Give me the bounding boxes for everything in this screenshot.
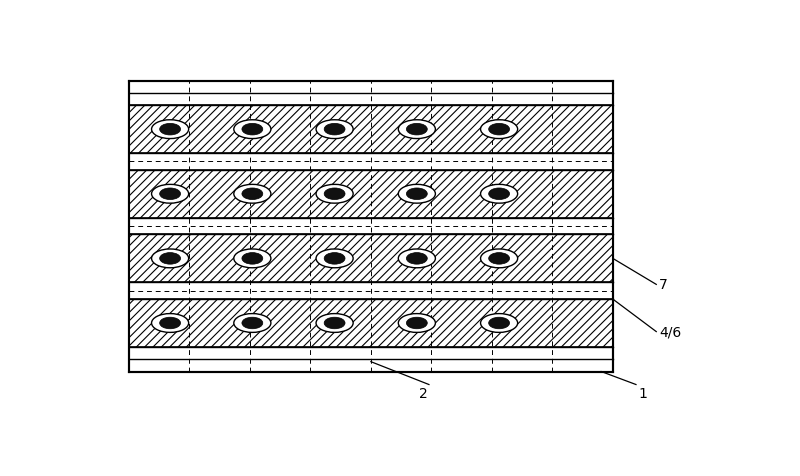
Ellipse shape	[481, 314, 518, 333]
Ellipse shape	[151, 185, 189, 204]
Bar	[129, 106, 613, 154]
Ellipse shape	[242, 188, 262, 200]
Ellipse shape	[481, 185, 518, 204]
Ellipse shape	[406, 253, 427, 265]
Ellipse shape	[481, 249, 518, 268]
Bar	[129, 235, 613, 283]
Text: 7: 7	[659, 278, 668, 292]
Ellipse shape	[398, 249, 435, 268]
Ellipse shape	[324, 317, 345, 329]
Ellipse shape	[242, 317, 262, 329]
Ellipse shape	[489, 253, 510, 265]
Ellipse shape	[151, 314, 189, 333]
Ellipse shape	[489, 188, 510, 200]
Ellipse shape	[151, 120, 189, 139]
Ellipse shape	[489, 317, 510, 329]
Ellipse shape	[481, 120, 518, 139]
Ellipse shape	[398, 185, 435, 204]
Ellipse shape	[324, 188, 345, 200]
Ellipse shape	[316, 249, 353, 268]
Ellipse shape	[324, 253, 345, 265]
Ellipse shape	[242, 253, 262, 265]
Text: 2: 2	[418, 387, 427, 400]
Ellipse shape	[316, 120, 353, 139]
Ellipse shape	[160, 188, 181, 200]
Ellipse shape	[242, 124, 262, 136]
Text: 1: 1	[639, 387, 648, 400]
Bar	[129, 170, 613, 218]
Ellipse shape	[160, 253, 181, 265]
Ellipse shape	[160, 124, 181, 136]
Ellipse shape	[160, 317, 181, 329]
Ellipse shape	[398, 120, 435, 139]
Ellipse shape	[316, 314, 353, 333]
Ellipse shape	[406, 317, 427, 329]
Ellipse shape	[316, 185, 353, 204]
Ellipse shape	[489, 124, 510, 136]
Ellipse shape	[151, 249, 189, 268]
Ellipse shape	[234, 314, 271, 333]
Ellipse shape	[406, 124, 427, 136]
Ellipse shape	[234, 185, 271, 204]
Ellipse shape	[406, 188, 427, 200]
Ellipse shape	[324, 124, 345, 136]
Bar	[129, 81, 613, 372]
Text: 4/6: 4/6	[659, 325, 682, 339]
Bar	[129, 299, 613, 347]
Ellipse shape	[234, 249, 271, 268]
Ellipse shape	[398, 314, 435, 333]
Ellipse shape	[234, 120, 271, 139]
